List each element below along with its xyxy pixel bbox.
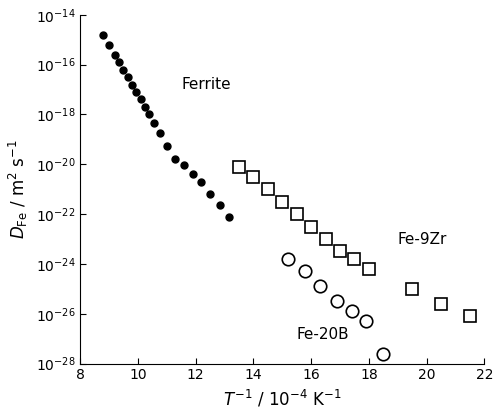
Text: Fe-20B: Fe-20B <box>296 327 350 342</box>
Text: Fe-9Zr: Fe-9Zr <box>398 232 447 247</box>
Y-axis label: $D_{\mathrm{Fe}}$ / m$^2$ s$^{-1}$: $D_{\mathrm{Fe}}$ / m$^2$ s$^{-1}$ <box>7 139 30 239</box>
X-axis label: $T^{-1}$ / 10$^{-4}$ K$^{-1}$: $T^{-1}$ / 10$^{-4}$ K$^{-1}$ <box>223 388 342 409</box>
Text: Ferrite: Ferrite <box>181 77 231 92</box>
